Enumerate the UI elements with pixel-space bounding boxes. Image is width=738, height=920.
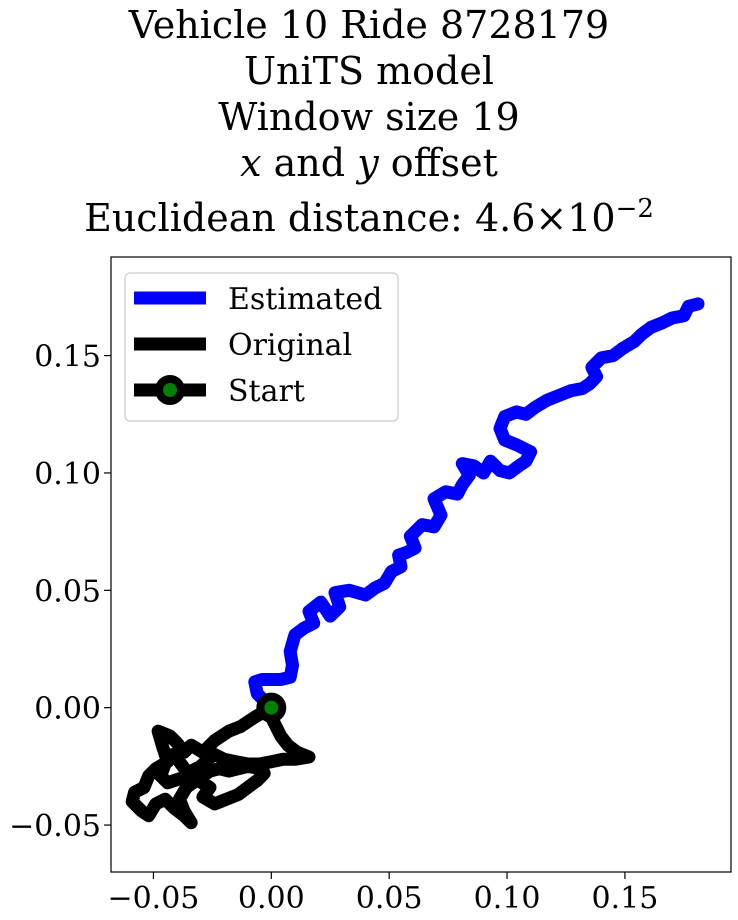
legend: Estimated Original Start: [124, 272, 399, 422]
y-axis: −0.05 0.00 0.05 0.10 0.15: [9, 340, 111, 844]
title-distance-base: 10: [567, 196, 616, 240]
title-line-vehicle: Vehicle 10 Ride 8728179: [128, 3, 610, 47]
x-tick-label: 0.15: [592, 881, 659, 916]
title-distance-exponent: −2: [615, 194, 654, 224]
y-tick-label: 0.00: [34, 692, 101, 727]
title-distance-times: ×: [535, 196, 568, 240]
title-offset-tail: offset: [378, 141, 498, 185]
title-and: and: [261, 141, 358, 185]
title-distance-label: Euclidean distance:: [84, 196, 475, 240]
plot-traces: [125, 297, 705, 830]
x-tick-label: 0.10: [474, 881, 541, 916]
legend-label-start: Start: [228, 374, 305, 409]
y-tick-label: 0.15: [34, 340, 101, 375]
title-distance-mantissa: 4.6: [474, 196, 536, 240]
series-line-original: [125, 701, 316, 830]
x-tick-label: −0.05: [107, 881, 199, 916]
legend-label-original: Original: [228, 328, 352, 363]
plot-frame: [110, 256, 732, 873]
title-line-offset: x and y offset: [0, 140, 738, 186]
y-tick-label: 0.10: [34, 457, 101, 492]
legend-label-estimated: Estimated: [228, 282, 382, 317]
title-line-distance: Euclidean distance: 4.6×10−2: [0, 186, 738, 241]
chart-title: Vehicle 10 Ride 8728179 UniTS model Wind…: [0, 2, 738, 241]
legend-marker-start: [155, 375, 185, 405]
start-point-marker: [256, 692, 287, 723]
title-line-window: Window size 19: [218, 95, 520, 139]
x-tick-label: 0.00: [238, 881, 305, 916]
x-axis: −0.05 0.00 0.05 0.10 0.15: [107, 872, 658, 916]
y-tick-label: −0.05: [9, 809, 101, 844]
x-tick-label: 0.05: [356, 881, 423, 916]
y-tick-label: 0.05: [34, 574, 101, 609]
title-y-var: y: [357, 141, 379, 185]
title-line-model: UniTS model: [244, 49, 494, 93]
title-x-var: x: [240, 141, 262, 185]
series-line-estimated: [248, 297, 705, 715]
